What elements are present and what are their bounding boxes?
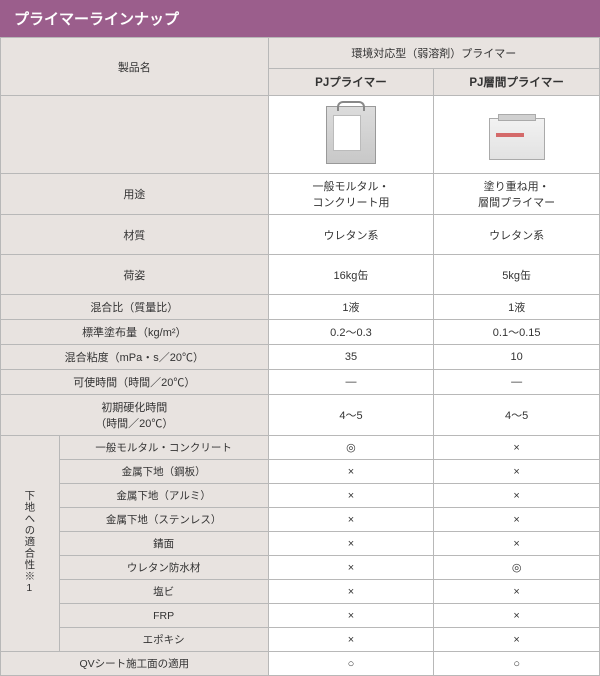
compat-row-label: 金属下地（アルミ）: [59, 484, 268, 508]
label-final: QVシート施工面の適用: [1, 652, 269, 676]
cell: 一般モルタル・コンクリート用: [268, 174, 434, 215]
primer-table: 製品名 環境対応型（弱溶剤）プライマー PJプライマー PJ層間プライマー 用途…: [0, 37, 600, 676]
product-image-1: [268, 96, 434, 174]
compat-cell: ◎: [434, 556, 600, 580]
compat-cell: ×: [268, 484, 434, 508]
can-icon: [326, 106, 376, 164]
cell: —: [434, 370, 600, 395]
row-label: 用途: [1, 174, 269, 215]
compat-cell: ×: [434, 508, 600, 532]
compat-cell: ×: [434, 460, 600, 484]
cell: 1液: [268, 295, 434, 320]
cell: 16kg缶: [268, 255, 434, 295]
compat-cell: ×: [268, 604, 434, 628]
compat-cell: ×: [434, 628, 600, 652]
compat-cell: ×: [268, 508, 434, 532]
section-header: プライマーラインナップ: [0, 0, 600, 37]
cell: 4～5: [268, 395, 434, 436]
compat-row-label: 一般モルタル・コンクリート: [59, 436, 268, 460]
row-label: 材質: [1, 215, 269, 255]
category-header: 環境対応型（弱溶剤）プライマー: [268, 38, 599, 69]
cell: 0.1～0.15: [434, 320, 600, 345]
cell: 5kg缶: [434, 255, 600, 295]
cell-final-1: ○: [268, 652, 434, 676]
product-image-2: [434, 96, 600, 174]
cell: 0.2～0.3: [268, 320, 434, 345]
label-product-name: 製品名: [1, 38, 269, 96]
compat-cell: ×: [268, 532, 434, 556]
row-label: 荷姿: [1, 255, 269, 295]
cell: 10: [434, 345, 600, 370]
cell: —: [268, 370, 434, 395]
cell: ウレタン系: [434, 215, 600, 255]
row-label: 標準塗布量（kg/m²）: [1, 320, 269, 345]
compat-cell: ×: [268, 556, 434, 580]
compat-row-label: 錆面: [59, 532, 268, 556]
row-label: 初期硬化時間（時間／20℃）: [1, 395, 269, 436]
compat-cell: ×: [434, 532, 600, 556]
label-product-name-img: [1, 96, 269, 174]
compat-row-label: ウレタン防水材: [59, 556, 268, 580]
cell: ウレタン系: [268, 215, 434, 255]
product-name-1: PJプライマー: [268, 69, 434, 96]
compat-cell: ×: [434, 436, 600, 460]
compat-row-label: 金属下地（ステンレス）: [59, 508, 268, 532]
compat-cell: ◎: [268, 436, 434, 460]
cell-final-2: ○: [434, 652, 600, 676]
row-label: 混合比（質量比）: [1, 295, 269, 320]
cell: 1液: [434, 295, 600, 320]
compat-cell: ×: [434, 484, 600, 508]
can-icon: [489, 118, 545, 160]
product-name-2: PJ層間プライマー: [434, 69, 600, 96]
cell: 4～5: [434, 395, 600, 436]
compat-row-label: エポキシ: [59, 628, 268, 652]
row-label: 可使時間（時間／20℃）: [1, 370, 269, 395]
compat-cell: ×: [268, 628, 434, 652]
cell: 塗り重ね用・層間プライマー: [434, 174, 600, 215]
compat-cell: ×: [268, 460, 434, 484]
compat-cell: ×: [434, 604, 600, 628]
compat-row-label: FRP: [59, 604, 268, 628]
compat-group-label: 下地への適合性※1: [1, 436, 60, 652]
row-label: 混合粘度（mPa・s／20℃）: [1, 345, 269, 370]
compat-row-label: 金属下地（鋼板）: [59, 460, 268, 484]
cell: 35: [268, 345, 434, 370]
